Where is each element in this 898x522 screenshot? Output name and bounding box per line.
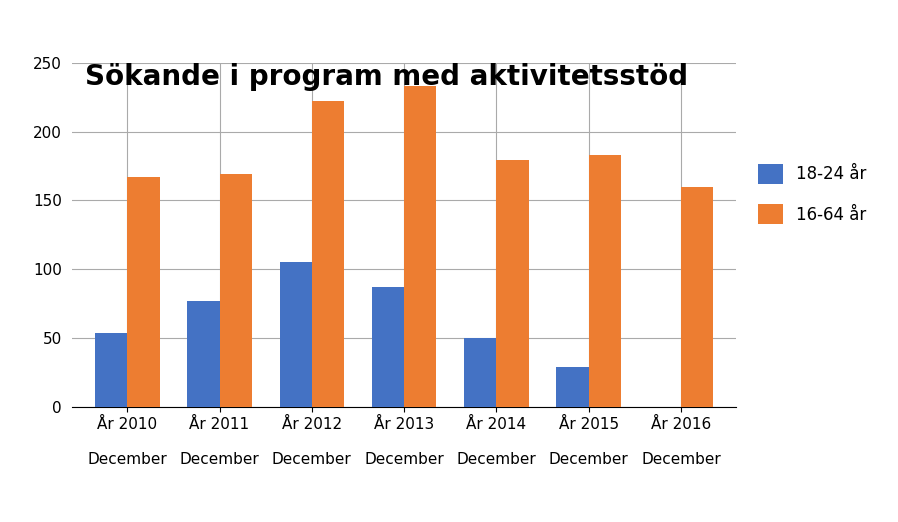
- Text: Sökande i program med aktivitetsstöd: Sökande i program med aktivitetsstöd: [85, 63, 688, 91]
- Bar: [404, 86, 436, 407]
- Bar: [187, 301, 219, 407]
- Bar: [589, 155, 621, 407]
- Bar: [681, 187, 713, 407]
- Legend: 18-24 år, 16-64 år: 18-24 år, 16-64 år: [752, 157, 874, 231]
- Bar: [219, 174, 251, 407]
- Bar: [464, 338, 497, 407]
- Bar: [312, 101, 344, 407]
- Bar: [95, 333, 128, 407]
- Bar: [279, 263, 312, 407]
- Bar: [497, 160, 529, 407]
- Bar: [128, 177, 160, 407]
- Bar: [557, 367, 589, 407]
- Bar: [372, 287, 404, 407]
